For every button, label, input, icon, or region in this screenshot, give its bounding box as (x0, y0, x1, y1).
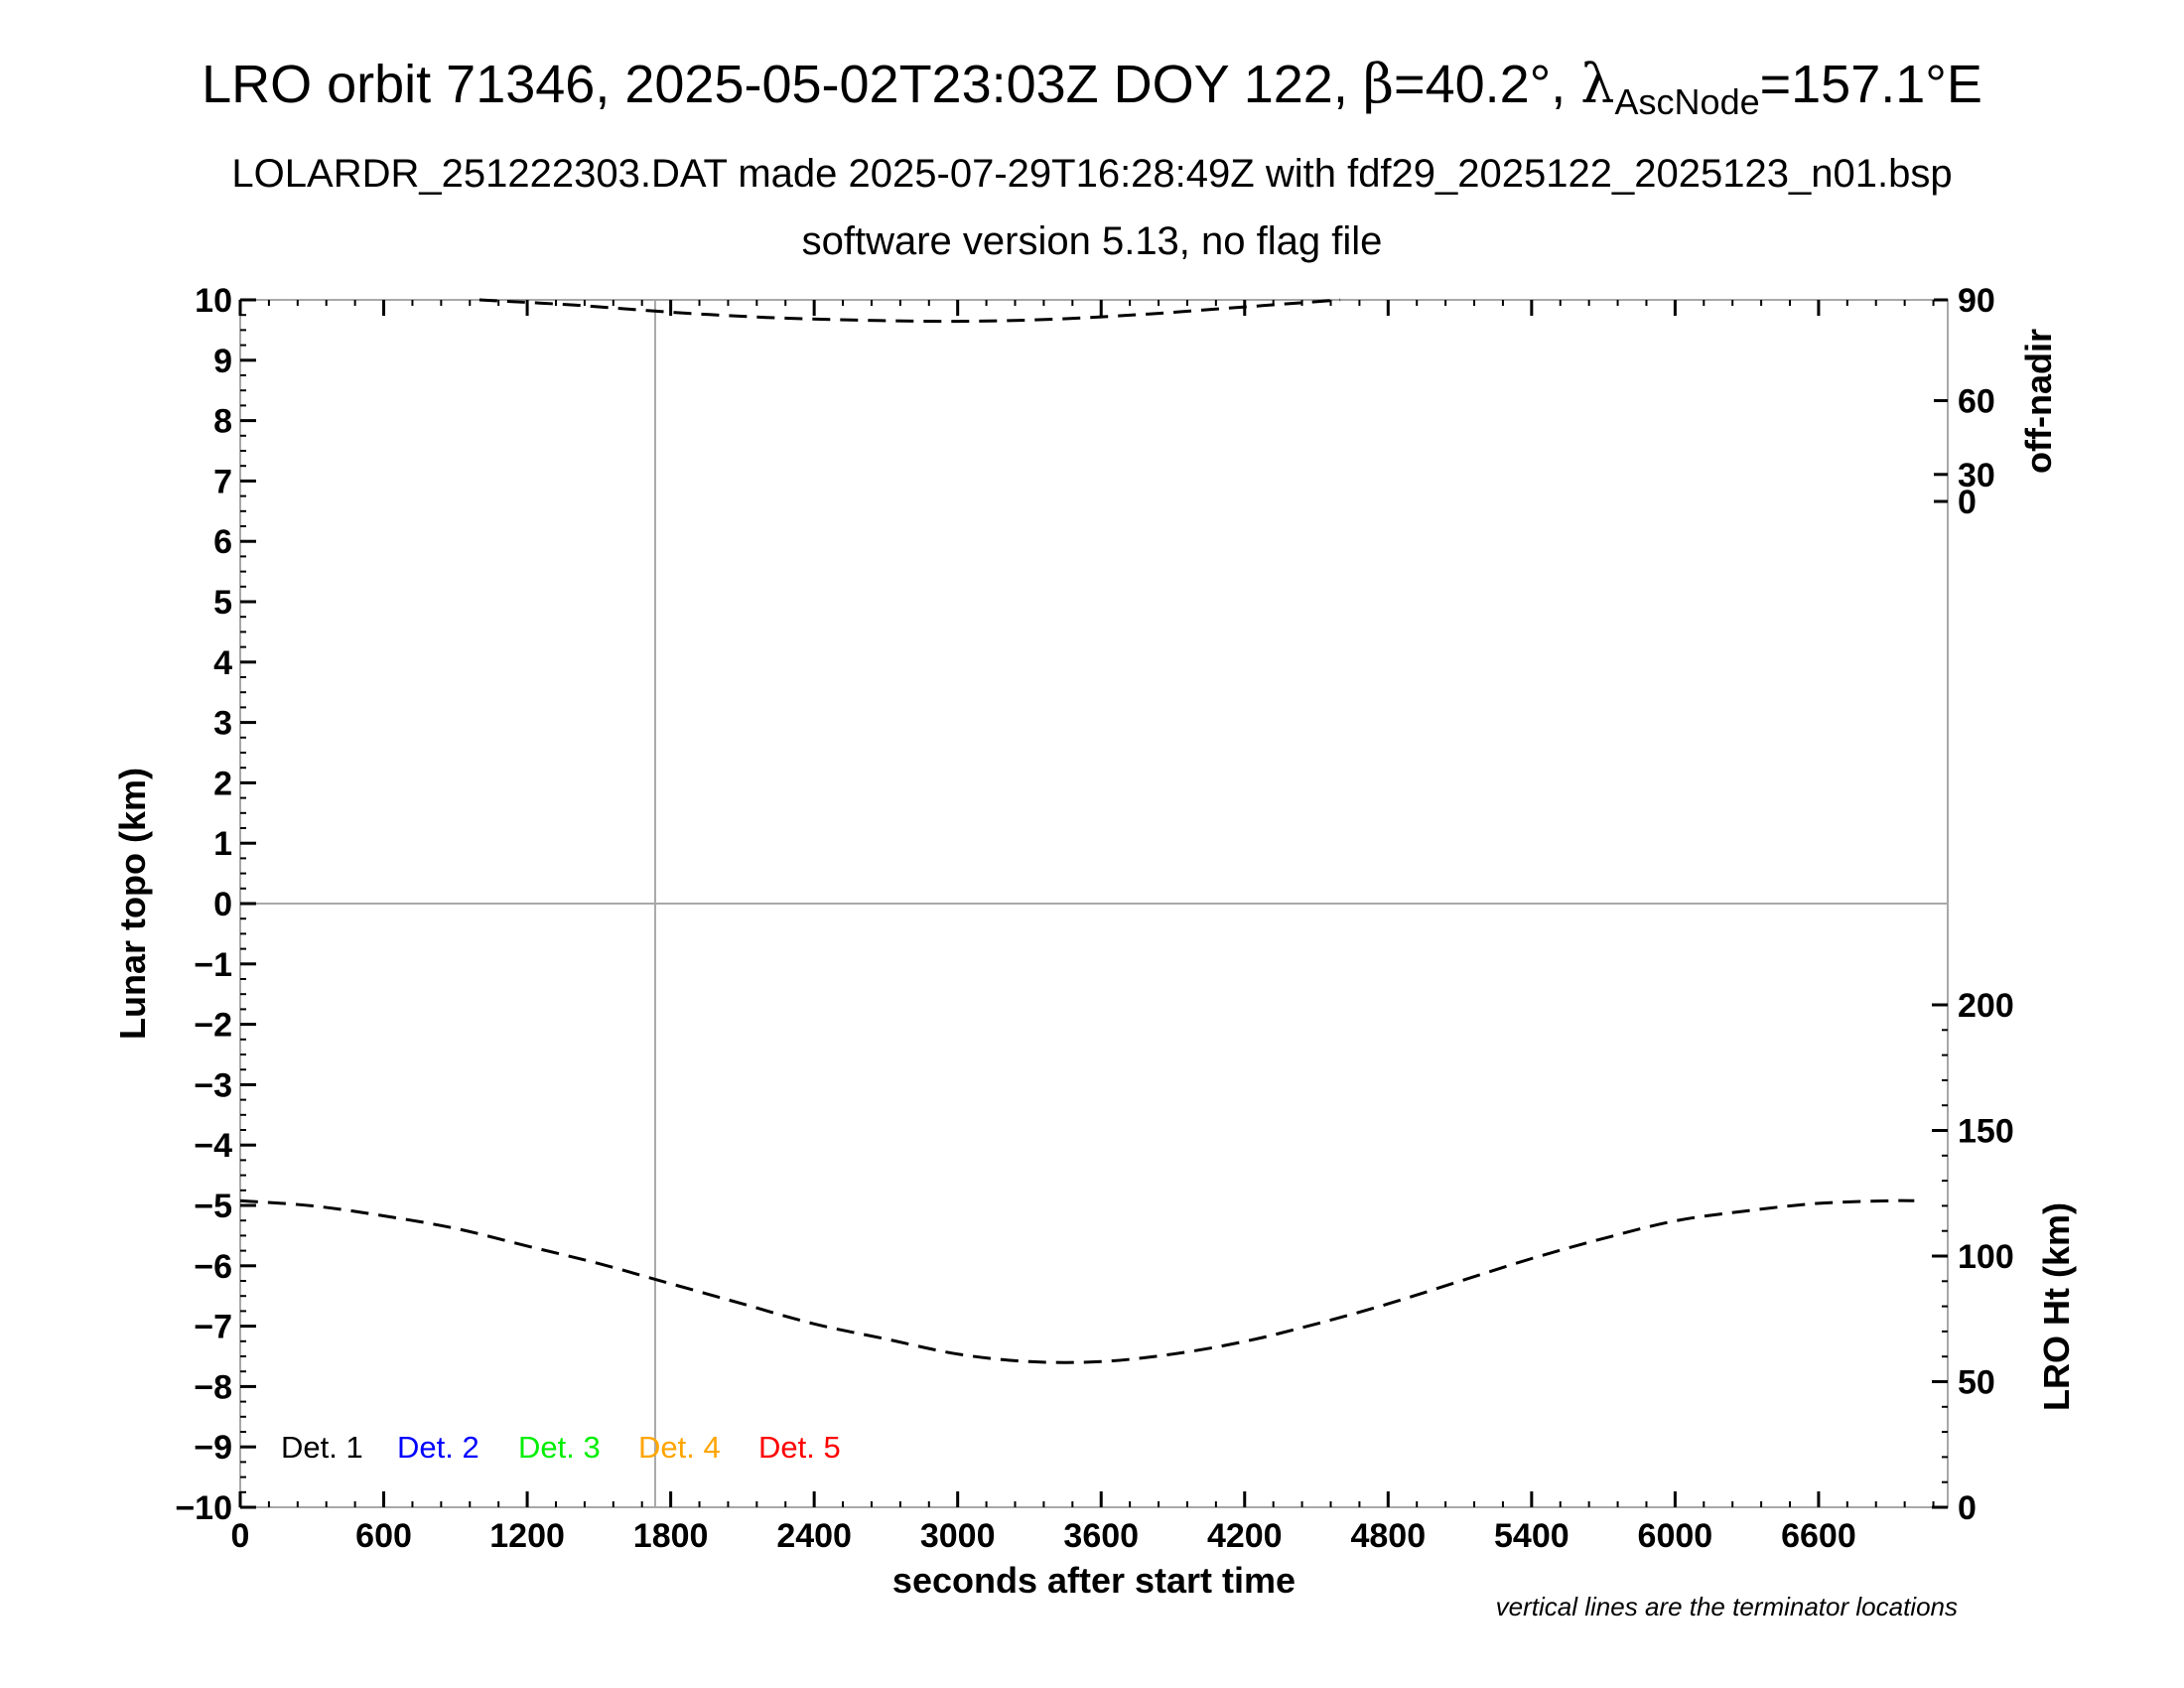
y-tick-label: 5 (213, 584, 232, 622)
y-right-top-axis-ticks: 90 60 300 (1934, 282, 1995, 521)
x-tick-label: 0 (231, 1517, 250, 1555)
y-tick-label: 6 (213, 523, 232, 561)
y-tick-label: −6 (194, 1248, 232, 1286)
y-tick-label: 4 (213, 644, 232, 682)
y-axis-label-left: Lunar topo (km) (112, 768, 153, 1040)
chart-subtitle-2: software version 5.13, no flag file (802, 219, 1383, 263)
chart-title: LRO orbit 71346, 2025-05-02T23:03Z DOY 1… (202, 53, 1982, 122)
y-tick-label: 1 (213, 825, 232, 863)
y-tick-label: 8 (213, 403, 232, 441)
ht-tick-label: 200 (1958, 987, 2014, 1025)
minor-ticks (239, 299, 1948, 1508)
y-tick-label: −4 (194, 1127, 232, 1165)
off-nadir-tick-label: 90 (1958, 282, 1995, 320)
y-tick-label: 7 (213, 463, 232, 500)
y-tick-label: −9 (194, 1429, 232, 1467)
x-tick-label: 3000 (920, 1517, 996, 1555)
legend-entry: Det. 4 (638, 1430, 721, 1465)
x-axis-ticks: 0 600 1200 1800 2400 3000 3600 4200 4800 5400 6000… (231, 300, 1856, 1555)
chart-subtitle-1: LOLARDR_251222303.DAT made 2025-07-29T16… (231, 152, 1952, 196)
off-nadir-tick-label: 60 (1958, 383, 1995, 421)
y-tick-label: −5 (194, 1188, 232, 1225)
ht-tick-label: 50 (1958, 1364, 1995, 1402)
y-tick-label: 10 (195, 282, 232, 320)
x-tick-label: 600 (355, 1517, 412, 1555)
off-nadir-tick-label: 0 (1958, 484, 1977, 521)
y-tick-label: 3 (213, 705, 232, 743)
legend: Det. 1 Det. 2 Det. 3 Det. 4 Det. 5 (281, 1430, 841, 1465)
x-tick-label: 2400 (776, 1517, 852, 1555)
x-tick-label: 6600 (1781, 1517, 1856, 1555)
x-axis-label: seconds after start time (892, 1560, 1296, 1601)
legend-entry: Det. 5 (758, 1430, 841, 1465)
x-tick-label: 3600 (1063, 1517, 1139, 1555)
x-tick-label: 1800 (633, 1517, 709, 1555)
y-tick-label: 0 (213, 886, 232, 923)
y-tick-label: −8 (194, 1368, 232, 1406)
ht-tick-label: 100 (1958, 1238, 2014, 1276)
legend-entry: Det. 3 (518, 1430, 601, 1465)
y-tick-label: −1 (194, 946, 232, 984)
x-tick-label: 5400 (1494, 1517, 1570, 1555)
terminator-note: vertical lines are the terminator locati… (1496, 1592, 1958, 1621)
ht-tick-label: 150 (1958, 1113, 2014, 1151)
series-layer (239, 298, 1915, 1364)
off-nadir-series-line (478, 298, 1341, 324)
y-tick-label: 2 (213, 765, 232, 802)
legend-entry: Det. 2 (397, 1430, 479, 1465)
x-tick-label: 4800 (1350, 1517, 1426, 1555)
y-tick-label: −10 (175, 1489, 232, 1527)
off-nadir-tick-label: 30 (1958, 457, 1995, 494)
y-tick-label: 9 (213, 343, 232, 380)
y-right-bottom-axis-ticks: 200 150 100 50 0 (1932, 987, 2014, 1527)
x-tick-label: 1200 (489, 1517, 565, 1555)
legend-entry: Det. 1 (281, 1430, 363, 1465)
lro-height-series-line (239, 1198, 1915, 1364)
y-tick-label: −3 (194, 1066, 232, 1104)
y-tick-label: −7 (194, 1309, 232, 1346)
y-axis-label-right-top: off-nadir (2018, 329, 2059, 474)
y-tick-label: −2 (194, 1007, 232, 1045)
y-axis-label-right-bottom: LRO Ht (km) (2036, 1202, 2077, 1411)
ht-tick-label: 0 (1958, 1489, 1977, 1527)
x-tick-label: 4200 (1207, 1517, 1283, 1555)
x-tick-label: 6000 (1638, 1517, 1713, 1555)
